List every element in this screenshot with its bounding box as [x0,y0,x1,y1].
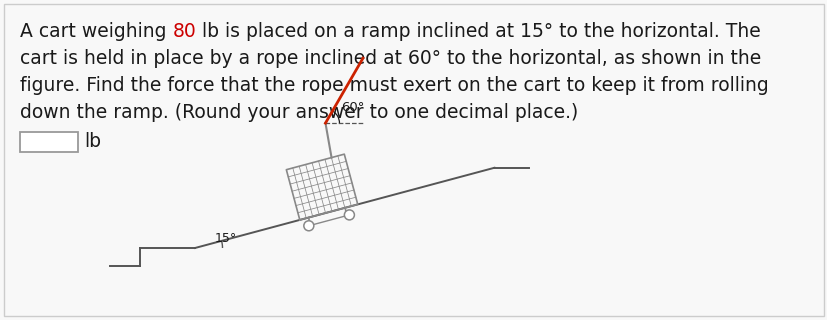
Circle shape [344,210,354,220]
Text: 80: 80 [172,22,196,41]
Text: 15°: 15° [215,232,237,245]
Text: A cart weighing: A cart weighing [20,22,172,41]
Text: cart is held in place by a rope inclined at 60° to the horizontal, as shown in t: cart is held in place by a rope inclined… [20,49,760,68]
Text: lb is placed on a ramp inclined at 15° to the horizontal. The: lb is placed on a ramp inclined at 15° t… [196,22,760,41]
Text: down the ramp. (Round your answer to one decimal place.): down the ramp. (Round your answer to one… [20,103,577,122]
Text: figure. Find the force that the rope must exert on the cart to keep it from roll: figure. Find the force that the rope mus… [20,76,767,95]
Circle shape [304,221,313,231]
Bar [20,132,78,152]
Text: lb: lb [84,132,101,151]
Text: 60°: 60° [341,101,365,114]
